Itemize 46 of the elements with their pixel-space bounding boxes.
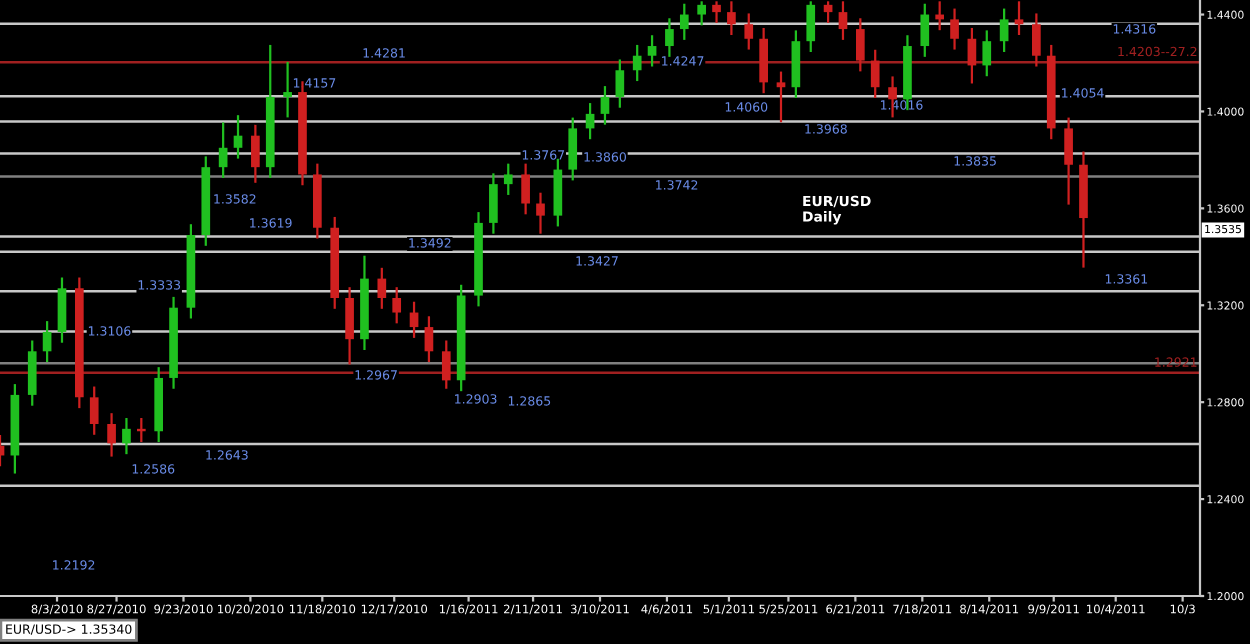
candlestick [776,71,786,123]
candlestick [377,267,387,309]
candlestick [42,321,52,363]
candlestick [727,1,736,36]
candlestick [838,1,848,40]
candlestick [665,18,674,57]
candlestick [697,1,706,26]
candlestick [536,192,545,234]
candlestick [27,340,37,406]
candlestick [218,122,228,178]
candlestick [744,13,754,50]
candlestick [57,277,67,343]
candlestick [759,27,768,94]
candlestick [441,340,451,389]
candlestick [950,8,959,50]
candlestick [503,163,513,195]
candlestick [345,287,354,365]
candlestick [107,413,116,457]
candlestick [870,49,880,99]
candlestick [999,8,1009,52]
candlestick [806,1,816,52]
candlestick [122,418,131,455]
candlestick [392,287,402,324]
candlestick [712,1,721,23]
candlestick [615,59,625,108]
candlestick [1014,1,1024,36]
candlestick [233,115,243,159]
candlestick [982,30,992,77]
candlestick [568,117,578,181]
candlestick [791,30,801,99]
candlestick [424,316,434,363]
candlestick [679,3,689,40]
candlestick [1032,13,1041,67]
candlestick [1064,117,1073,205]
candlestick [89,386,99,435]
candlestick [600,86,610,125]
candlestick [251,124,260,183]
candlestick [283,61,292,118]
candlestick [967,27,977,84]
candlestick [553,158,563,227]
candlestick [647,35,657,67]
candlestick [521,163,530,215]
candlestick [632,44,642,82]
candlestick [489,173,498,234]
candlestick [920,3,930,57]
candlestick [855,18,865,72]
